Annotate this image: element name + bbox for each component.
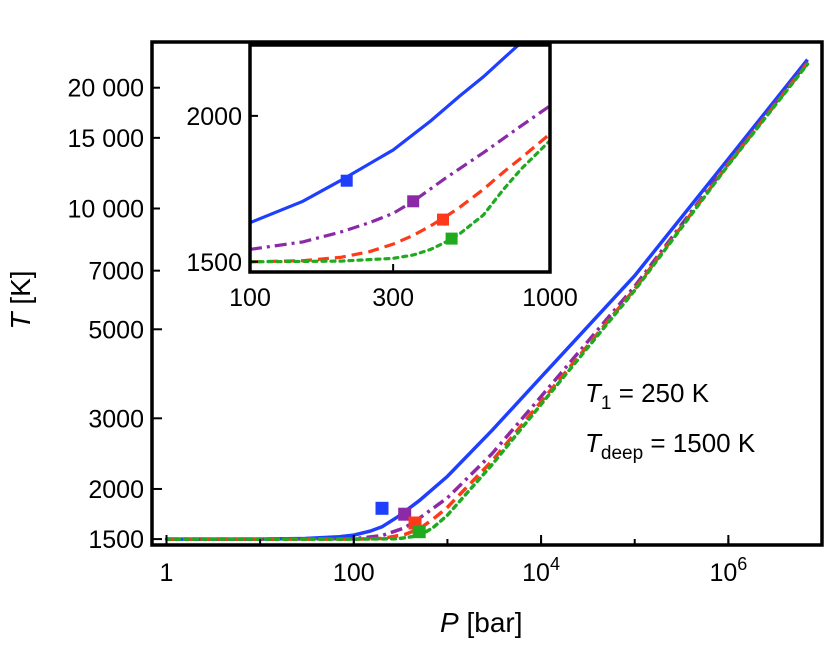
- x-axis-label: P [bar]: [440, 607, 523, 638]
- main-plot: 1 100 104 106 1500 2000 3000 5000 7000 10 000 15 0…: [68, 40, 824, 587]
- main-y-tick-label: 3000: [88, 405, 144, 433]
- y-axis-label: T [K]: [5, 270, 36, 329]
- main-x-tick-label: 104: [522, 554, 560, 587]
- main-x-tick-label: 100: [333, 559, 375, 587]
- main-y-tick-label: 5000: [88, 316, 144, 344]
- main-marker-green-dotted: [412, 525, 426, 539]
- inset-y-tick-label: 1500: [186, 249, 242, 277]
- inset-marker-red-dashed: [437, 213, 449, 226]
- main-y-tick-label: 20 000: [68, 75, 144, 103]
- inset-x-tick-label: 1000: [522, 284, 578, 312]
- main-series-green-dotted: [164, 62, 810, 541]
- inset-marker-blue-solid: [340, 174, 353, 187]
- main-marker-blue-solid: [375, 501, 389, 515]
- inset-series-purple-dashdot: [250, 104, 550, 251]
- inset-y-tick-label: 2000: [186, 103, 242, 131]
- inset-plot: 100 300 1000 1500 2000: [186, 43, 578, 312]
- inset-background: [160, 44, 570, 314]
- annotation-tdeep: Tdeep = 1500 K: [585, 428, 756, 464]
- inset-marker-purple-dashdot: [407, 195, 420, 208]
- inset-series-blue-solid: [250, 45, 521, 225]
- inset-panel: [160, 44, 570, 314]
- annotation-t1: T1 = 250 K: [585, 378, 710, 414]
- main-y-tick-label: 15 000: [68, 125, 144, 153]
- inset-x-tick-label: 100: [229, 284, 271, 312]
- main-marker-purple-dashdot: [398, 507, 412, 521]
- inset-marker-green-dotted: [445, 232, 458, 245]
- main-x-tick-label: 106: [709, 554, 747, 587]
- main-y-tick-label: 2000: [88, 476, 144, 504]
- inset-series-red-dashed: [250, 132, 550, 264]
- main-y-tick-label: 1500: [88, 526, 144, 554]
- inset-x-tick-label: 300: [372, 284, 414, 312]
- inset-frame: [248, 43, 552, 274]
- main-y-tick-label: 7000: [88, 258, 144, 286]
- main-frame: [150, 40, 824, 547]
- main-y-tick-label: 10 000: [68, 196, 144, 224]
- main-x-tick-label: 1: [160, 559, 174, 587]
